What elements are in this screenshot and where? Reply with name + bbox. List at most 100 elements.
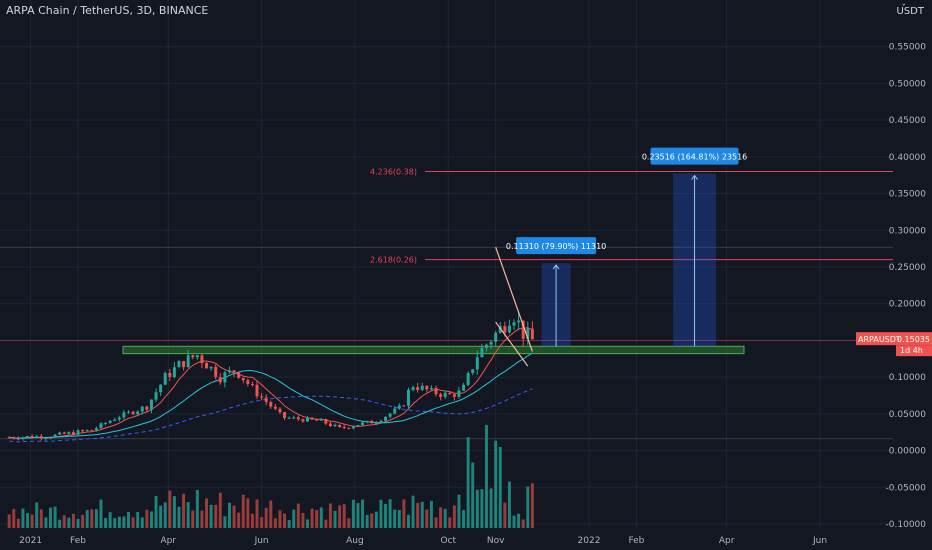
candle-body: [113, 419, 117, 421]
candle-body: [81, 430, 85, 432]
candle-body: [292, 417, 296, 419]
volume-bar: [471, 462, 475, 528]
ma-long-line: [9, 388, 533, 443]
current-price-symbol: ARPAUSDT: [858, 335, 901, 344]
volume-bar: [434, 517, 438, 528]
y-tick-label: 0.30000: [889, 226, 926, 236]
current-price-value: 0.15035: [897, 335, 930, 344]
volume-bar: [416, 502, 420, 528]
volume-bar: [530, 483, 534, 528]
overlay-drawings: [495, 246, 533, 367]
volume-bar: [503, 502, 507, 528]
volume-bar: [347, 518, 351, 528]
volume-bar: [21, 508, 25, 528]
candle-body: [172, 367, 176, 377]
volume-bar: [232, 505, 236, 528]
y-tick-label: 0.55000: [889, 43, 926, 53]
candle-body: [301, 419, 305, 422]
candle-body: [498, 326, 502, 333]
candle-body: [145, 406, 149, 410]
candle-body: [485, 344, 488, 348]
candle-body: [452, 394, 456, 397]
candle-body: [379, 420, 383, 423]
candle-body: [127, 411, 130, 413]
volume-bar: [425, 509, 429, 528]
candle-body: [94, 428, 98, 431]
candle-body: [356, 425, 360, 427]
volume-bar: [301, 512, 305, 528]
x-tick-label: Feb: [70, 536, 86, 546]
candle-body: [241, 377, 245, 381]
volume-bar: [489, 488, 493, 528]
candle-body: [76, 430, 80, 435]
volume-bar: [159, 505, 163, 528]
volume-bar: [384, 503, 388, 528]
candle-body: [361, 422, 365, 426]
volume-bar: [517, 513, 521, 528]
volume-bar: [315, 510, 319, 528]
volume-bar: [411, 495, 415, 528]
candles[interactable]: [7, 311, 534, 441]
measure-arrowhead: [691, 174, 698, 180]
x-tick-label: Jun: [254, 536, 269, 546]
candle-body: [195, 355, 199, 358]
fib-level-label: 2.618(0.26): [370, 256, 417, 265]
candle-body: [517, 320, 521, 323]
candle-body: [214, 366, 218, 378]
time-axis[interactable]: 2021 Feb Apr Jun Aug Oct Nov 2022 Feb Apr Jun: [19, 536, 827, 546]
candle-body: [122, 412, 126, 418]
candle-body: [16, 438, 20, 440]
chart-title: ARPA Chain / TetherUS, 3D, BINANCE: [6, 4, 209, 17]
candle-body: [136, 411, 140, 415]
candle-body: [315, 419, 319, 421]
candle-body: [342, 426, 346, 428]
volume-bar: [62, 515, 66, 528]
candle-body: [480, 347, 484, 358]
settings-mark-icon[interactable]: ˇ: [901, 4, 907, 14]
measure-label-bg: [516, 237, 597, 255]
candle-body: [131, 411, 135, 415]
candle-body: [466, 373, 470, 385]
volume-bar: [195, 490, 199, 528]
volume-bar: [113, 518, 117, 528]
volume-bar: [53, 506, 57, 528]
candle-body: [108, 420, 112, 424]
volume-bar: [26, 513, 30, 528]
candle-body: [278, 408, 282, 413]
candle-body: [104, 423, 108, 425]
candle-body: [7, 437, 11, 439]
candle-body: [223, 372, 227, 383]
volume-bar: [255, 499, 259, 528]
volume-bar: [374, 511, 378, 528]
candle-body: [439, 394, 443, 397]
current-price-label-bg[interactable]: [856, 332, 932, 346]
volume-bar: [452, 505, 456, 528]
currency-label[interactable]: USDT: [896, 6, 924, 17]
candle-body: [425, 385, 429, 390]
candle-body: [260, 396, 264, 398]
volume-bar: [264, 507, 268, 528]
candle-body: [365, 420, 369, 423]
volume-bar: [12, 508, 16, 528]
candle-body: [48, 437, 52, 439]
volume-bar: [406, 514, 410, 528]
candle-body: [53, 434, 57, 438]
candle-body: [443, 392, 447, 397]
y-tick-label: 0.50000: [889, 79, 926, 89]
volume-bar: [168, 490, 172, 528]
y-tick-label: 0.25000: [889, 263, 926, 273]
volume-bar: [457, 494, 461, 528]
volume-bar: [402, 499, 406, 528]
candle-body: [530, 328, 534, 340]
y-tick-label: 0.40000: [889, 153, 926, 163]
candle-body: [310, 417, 314, 420]
candle-body: [90, 429, 94, 431]
candle-body: [397, 405, 401, 409]
price-axis[interactable]: 0.55000 0.50000 0.45000 0.40000 0.35000 0.300…: [856, 43, 932, 530]
volume-bar: [365, 514, 369, 528]
measure-label: 0.23516 (164.81%) 23516: [642, 153, 747, 162]
candle-body: [462, 384, 466, 391]
volume-bar: [526, 486, 530, 528]
candle-body: [402, 405, 406, 407]
